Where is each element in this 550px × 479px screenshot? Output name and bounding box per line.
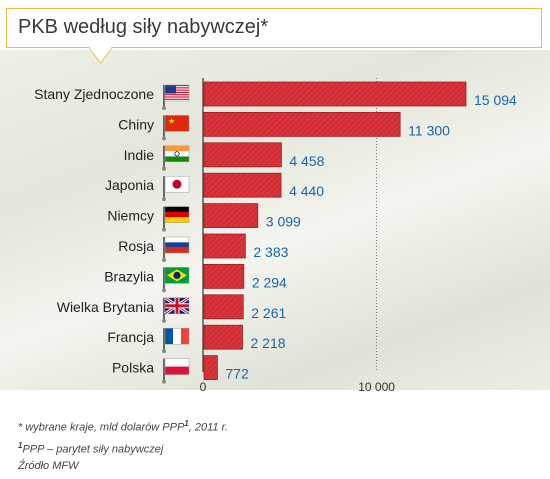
flag-border <box>164 236 190 254</box>
bar-row: Stany Zjednoczone 15 094 <box>34 81 517 110</box>
flag-star: ★ <box>168 116 175 125</box>
flag-part <box>165 91 189 93</box>
flag-border <box>164 327 190 345</box>
bar-row: Chiny ★ 11 300 <box>118 112 450 141</box>
flag-part <box>165 242 189 248</box>
flag-border <box>164 175 190 193</box>
value-label: 2 294 <box>252 274 287 290</box>
value-label: 4 440 <box>289 183 324 199</box>
bar-row: Wielka Brytania 2 261 <box>57 294 286 323</box>
bar-row: Brazylia 2 294 <box>104 263 287 293</box>
flag-part <box>181 328 189 345</box>
flag-pole-base <box>162 258 166 262</box>
flag-part <box>165 304 189 308</box>
flag-border <box>164 267 190 284</box>
bar <box>203 355 218 381</box>
bar-row: Rosja 2 383 <box>118 233 289 262</box>
value-label: 11 300 <box>408 122 450 138</box>
x-tick-label: 0 <box>200 380 207 394</box>
flag-pole-base <box>162 227 166 232</box>
flag-part <box>165 366 189 375</box>
flag-part <box>165 156 189 162</box>
flag-part <box>165 237 189 243</box>
flag-pole-base <box>162 349 166 354</box>
category-label: Japonia <box>105 177 154 193</box>
bar <box>203 142 282 168</box>
value-label: 4 458 <box>289 153 324 169</box>
value-label: 15 094 <box>474 92 517 108</box>
flag-border <box>164 145 190 163</box>
flag-part <box>165 85 176 94</box>
flag-part <box>165 98 189 100</box>
flag-part <box>165 89 189 91</box>
flag-part <box>165 87 189 89</box>
bar <box>203 263 245 289</box>
flag-pole-base <box>162 379 166 384</box>
bar-row: Niemcy 3 099 <box>107 203 301 232</box>
category-label: Indie <box>124 147 155 163</box>
flag-part <box>165 206 189 212</box>
footnote-ppp: 1PPP – parytet siły nabywczej <box>18 440 164 456</box>
footnote-scope: * wybrane kraje, mld dolarów PPP1, 2011 … <box>18 419 228 434</box>
flag-part <box>165 115 189 132</box>
flag-pole-base <box>162 318 166 323</box>
flag-part <box>165 217 189 223</box>
bar-row: Francja 2 218 <box>107 324 286 354</box>
footnote-source: Źródło MFW <box>18 460 79 473</box>
category-label: Brazylia <box>104 268 154 284</box>
value-label: 2 218 <box>250 335 285 351</box>
flag-part <box>165 358 189 367</box>
flag-border <box>164 206 190 223</box>
category-label: Rosja <box>118 238 154 254</box>
bar <box>203 324 243 350</box>
flag-border <box>164 84 190 102</box>
flag-disc <box>172 179 182 189</box>
flag-chakra <box>174 151 180 157</box>
category-label: Niemcy <box>107 208 154 224</box>
bar <box>203 294 244 320</box>
flag-pole-base <box>162 288 166 293</box>
value-label: 772 <box>225 366 249 382</box>
bar <box>203 172 282 198</box>
footnotes: * wybrane kraje, mld dolarów PPP1, 2011 … <box>18 415 228 475</box>
value-label: 2 383 <box>253 244 288 260</box>
bar <box>203 81 467 107</box>
category-label: Wielka Brytania <box>57 299 154 315</box>
bar-row: Indie 4 458 <box>124 142 325 171</box>
bar <box>203 112 401 137</box>
flag-pole-base <box>162 106 166 110</box>
flag-part <box>165 96 189 98</box>
chart-title: PKB według siły nabywczej* <box>18 16 269 38</box>
flag-part <box>173 328 181 345</box>
category-label: Polska <box>112 360 154 376</box>
flag-part <box>165 151 189 157</box>
category-label: Stany Zjednoczone <box>34 86 154 102</box>
bar <box>203 233 246 259</box>
flag-part <box>165 145 189 152</box>
flag-border <box>164 358 190 375</box>
bar <box>203 203 259 229</box>
flag-pole-base <box>162 166 166 171</box>
flag-pole-base <box>162 197 166 202</box>
flag-pole-base <box>162 136 166 141</box>
flag-border <box>164 297 190 315</box>
flag-part <box>165 328 173 345</box>
x-tick-label: 10 000 <box>358 380 395 394</box>
flag-globe <box>173 271 181 279</box>
flag-part <box>165 94 189 96</box>
money-background <box>0 50 550 390</box>
bar-row: Japonia 4 440 <box>105 172 324 202</box>
flag-part <box>165 247 189 253</box>
flag-part <box>165 211 189 218</box>
flag-part <box>165 85 189 87</box>
flag-border <box>164 115 190 132</box>
value-label: 2 261 <box>251 305 286 321</box>
value-label: 3 099 <box>266 214 301 230</box>
title-callout <box>6 8 542 48</box>
category-label: Chiny <box>118 116 154 132</box>
bar-row: Polska 772 <box>112 355 249 384</box>
category-label: Francja <box>107 329 154 345</box>
